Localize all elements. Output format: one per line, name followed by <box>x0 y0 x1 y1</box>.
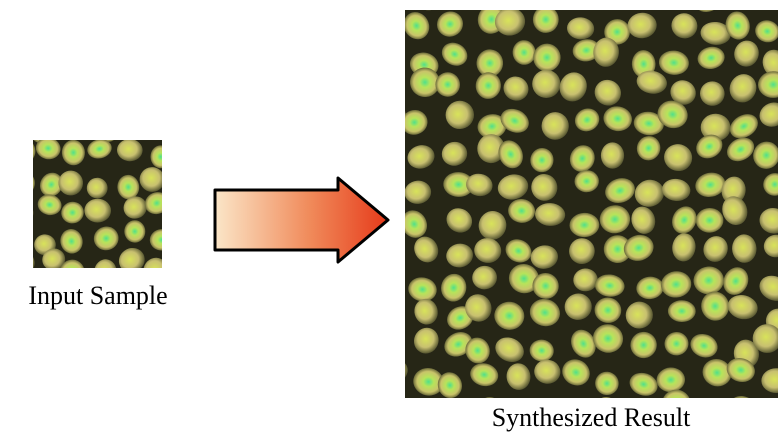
page: {"input": {"label": "Input Sample"}, "ou… <box>0 0 780 434</box>
texture-cell <box>365 266 397 298</box>
texture-cell <box>365 3 397 37</box>
texture-cell <box>0 223 31 253</box>
texture-cell <box>167 190 197 219</box>
texture-cell <box>114 111 142 138</box>
texture-cell <box>475 0 507 9</box>
texture-cell <box>376 145 400 169</box>
figure: Input Sample Synthesized Result <box>0 0 780 434</box>
texture-cell <box>175 175 201 199</box>
texture-cell <box>174 221 203 249</box>
texture-cell <box>408 398 439 427</box>
texture-cell <box>13 170 37 196</box>
texture-cell <box>415 0 443 11</box>
texture-cell <box>377 386 408 419</box>
texture-cell <box>2 285 32 314</box>
texture-cell <box>371 322 405 356</box>
texture-cell <box>532 70 560 98</box>
texture-cell <box>379 101 407 130</box>
texture-cell <box>726 394 756 422</box>
texture-cell <box>366 298 398 330</box>
texture-cell <box>7 200 35 226</box>
texture-cell <box>726 0 759 9</box>
texture-cell <box>174 135 204 166</box>
texture-cell <box>169 245 197 276</box>
input-label: Input Sample <box>28 281 167 310</box>
texture-cell <box>374 234 408 264</box>
texture-cell <box>751 0 780 4</box>
texture-cell <box>540 0 574 12</box>
texture-cell <box>634 0 669 11</box>
output-label: Synthesized Result <box>492 403 691 432</box>
texture-cell <box>696 400 732 434</box>
texture-cell <box>370 80 400 113</box>
texture-cell <box>591 0 623 2</box>
texture-cell <box>7 108 36 138</box>
texture-cell <box>369 0 400 5</box>
texture-cell <box>65 108 94 135</box>
texture-cell <box>367 41 401 73</box>
texture-cell <box>758 398 780 428</box>
texture-cell <box>601 142 624 168</box>
texture-cell <box>180 114 207 136</box>
texture-cell <box>177 277 204 308</box>
texture-cell <box>152 110 176 134</box>
texture-cell <box>440 399 475 430</box>
arrow <box>215 178 388 262</box>
texture-cell <box>13 251 36 275</box>
texture-cell <box>657 0 693 6</box>
